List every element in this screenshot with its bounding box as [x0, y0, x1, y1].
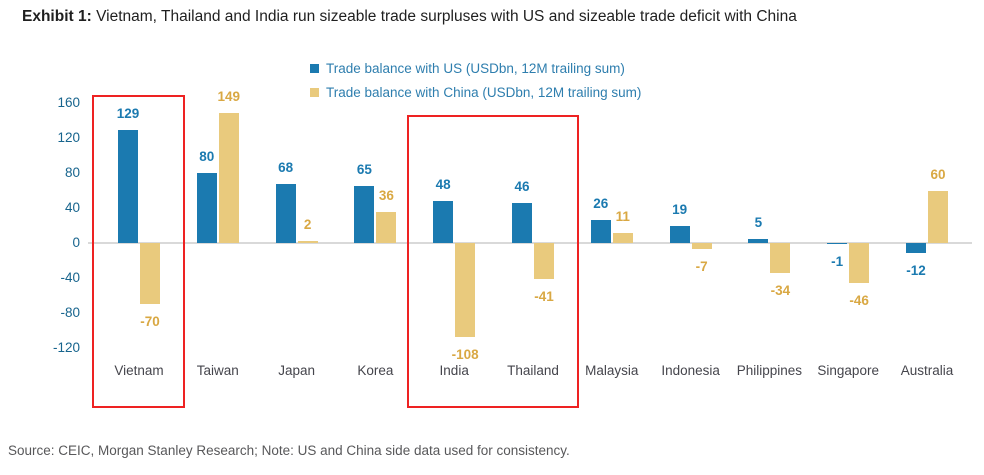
us-bar-malaysia [590, 220, 611, 243]
us-value-label-japan: 68 [278, 159, 294, 175]
highlight-box-india-thailand [407, 115, 579, 408]
us-bar-thailand [512, 202, 532, 243]
us-bar-philippines [748, 238, 769, 243]
us-value-label-singapore: -1 [831, 254, 844, 269]
y-axis-tick-label: -80 [60, 304, 80, 320]
china-value-label-indonesia: -7 [695, 259, 708, 275]
us-bar-japan [275, 183, 296, 243]
y-axis-tick-label: 160 [57, 95, 80, 111]
us-value-label-philippines: 5 [754, 214, 763, 230]
y-axis-tick-label: -120 [52, 339, 80, 355]
legend-item-us: Trade balance with US (USDbn, 12M traili… [310, 60, 641, 76]
china-value-label-taiwan: 149 [217, 88, 241, 104]
exhibit-title-text: Vietnam, Thailand and India run sizeable… [91, 8, 797, 25]
us-bar-korea [354, 186, 375, 243]
us-value-label-korea: 65 [356, 162, 372, 178]
china-bar-malaysia [612, 233, 633, 243]
china-bar-korea [376, 211, 397, 243]
china-bar-taiwan [218, 112, 239, 243]
us-value-label-taiwan: 80 [199, 149, 215, 165]
china-bar-thailand [534, 243, 554, 279]
category-label-philippines: Philippines [736, 363, 803, 378]
exhibit-title: Exhibit 1: Vietnam, Thailand and India r… [22, 8, 797, 26]
y-axis-tick-label: -40 [60, 269, 80, 285]
y-axis-tick-label: 120 [57, 130, 80, 146]
us-value-label-thailand: 46 [514, 178, 530, 194]
us-bar-singapore [827, 243, 848, 244]
us-value-label-indonesia: 19 [672, 202, 688, 218]
category-label-korea: Korea [357, 363, 394, 378]
us-value-label-vietnam: 129 [116, 106, 140, 122]
chart-legend: Trade balance with US (USDbn, 12M traili… [310, 60, 641, 108]
category-label-singapore: Singapore [817, 363, 879, 378]
y-axis-tick-label: 40 [64, 200, 80, 216]
source-note: Source: CEIC, Morgan Stanley Research; N… [8, 443, 570, 458]
zero-axis-line [88, 242, 972, 244]
us-bar-indonesia [669, 226, 690, 243]
us-series-label: Trade balance with US (USDbn, 12M traili… [326, 60, 625, 76]
china-value-label-philippines: -34 [770, 282, 791, 298]
category-label-india: India [439, 363, 469, 378]
us-bar-australia [906, 243, 926, 254]
category-label-vietnam: Vietnam [114, 363, 164, 378]
us-bar-india [433, 201, 454, 243]
us-value-label-australia: -12 [906, 263, 926, 279]
category-label-indonesia: Indonesia [661, 363, 720, 378]
china-bar-singapore [849, 243, 870, 284]
china-series-label: Trade balance with China (USDbn, 12M tra… [326, 84, 642, 100]
china-bar-vietnam [140, 243, 160, 305]
highlight-box-vietnam [92, 95, 185, 408]
china-value-label-australia: 60 [930, 166, 946, 182]
china-value-label-japan: 2 [303, 217, 312, 233]
china-value-label-korea: 36 [378, 187, 394, 203]
us-value-label-india: 48 [435, 177, 451, 193]
china-bar-indonesia [691, 243, 712, 250]
category-label-thailand: Thailand [507, 363, 559, 378]
category-label-australia: Australia [900, 363, 954, 378]
china-value-label-india: -108 [451, 347, 479, 363]
category-label-japan: Japan [278, 363, 315, 378]
us-bar-taiwan [196, 173, 217, 243]
china-value-label-vietnam: -70 [140, 314, 160, 330]
us-value-label-malaysia: 26 [593, 196, 609, 212]
category-label-malaysia: Malaysia [585, 363, 639, 378]
china-value-label-malaysia: 11 [615, 209, 630, 225]
us-series-swatch-icon [310, 63, 319, 73]
china-value-label-thailand: -41 [534, 288, 554, 304]
category-label-taiwan: Taiwan [196, 363, 239, 378]
y-axis-tick-label: 0 [72, 235, 80, 250]
china-bar-australia [928, 190, 948, 243]
china-bar-india [455, 243, 476, 338]
exhibit-number: Exhibit 1: [22, 8, 92, 25]
china-series-swatch-icon [310, 87, 319, 97]
china-bar-philippines [770, 243, 791, 273]
legend-item-china: Trade balance with China (USDbn, 12M tra… [310, 84, 641, 100]
china-bar-japan [297, 241, 318, 243]
y-axis-tick-label: 80 [64, 165, 80, 181]
china-value-label-singapore: -46 [849, 293, 869, 309]
us-bar-vietnam [118, 130, 138, 243]
